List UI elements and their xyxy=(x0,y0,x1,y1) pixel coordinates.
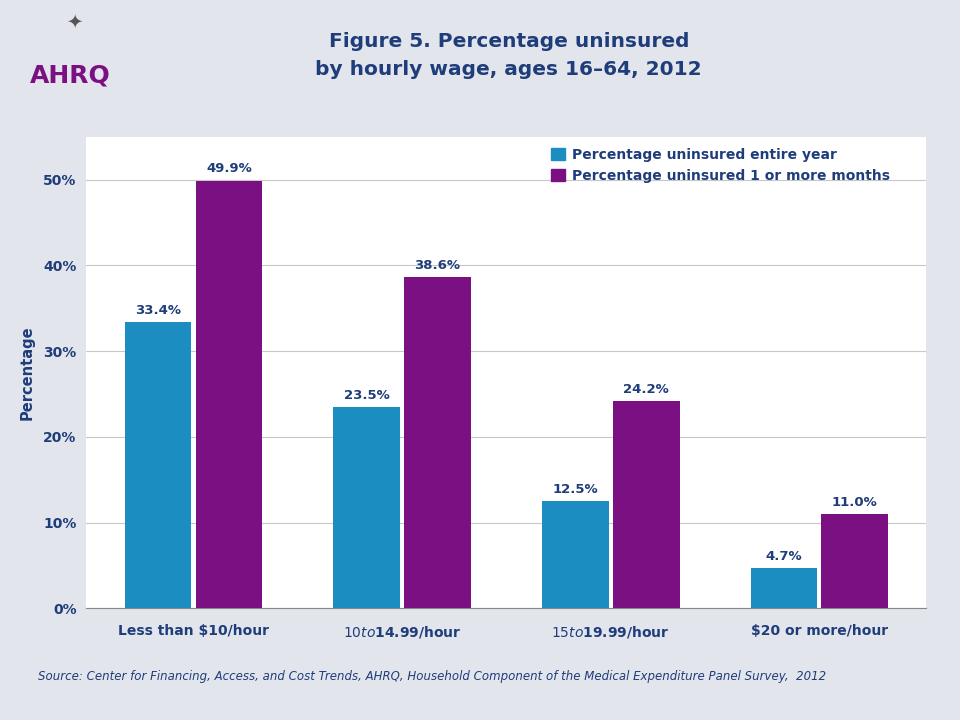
Bar xyxy=(196,181,262,608)
Bar xyxy=(404,277,471,608)
Bar xyxy=(125,322,191,608)
Legend: Percentage uninsured entire year, Percentage uninsured 1 or more months: Percentage uninsured entire year, Percen… xyxy=(547,144,895,187)
Text: AHRQ: AHRQ xyxy=(30,64,110,88)
Bar xyxy=(751,568,817,608)
Bar xyxy=(612,401,680,608)
Text: 33.4%: 33.4% xyxy=(135,304,181,317)
Text: 23.5%: 23.5% xyxy=(344,389,390,402)
Text: 12.5%: 12.5% xyxy=(552,483,598,496)
Text: Figure 5. Percentage uninsured
by hourly wage, ages 16–64, 2012: Figure 5. Percentage uninsured by hourly… xyxy=(316,32,702,79)
Bar xyxy=(822,514,888,608)
Bar xyxy=(541,501,609,608)
Bar xyxy=(333,407,400,608)
Text: 24.2%: 24.2% xyxy=(623,383,669,396)
Text: 38.6%: 38.6% xyxy=(415,259,461,272)
Text: 11.0%: 11.0% xyxy=(832,496,877,509)
Text: 4.7%: 4.7% xyxy=(765,550,803,563)
Text: 49.9%: 49.9% xyxy=(206,163,252,176)
Text: ✦: ✦ xyxy=(65,13,83,32)
Y-axis label: Percentage: Percentage xyxy=(20,325,35,420)
Text: Source: Center for Financing, Access, and Cost Trends, AHRQ, Household Component: Source: Center for Financing, Access, an… xyxy=(38,670,827,683)
